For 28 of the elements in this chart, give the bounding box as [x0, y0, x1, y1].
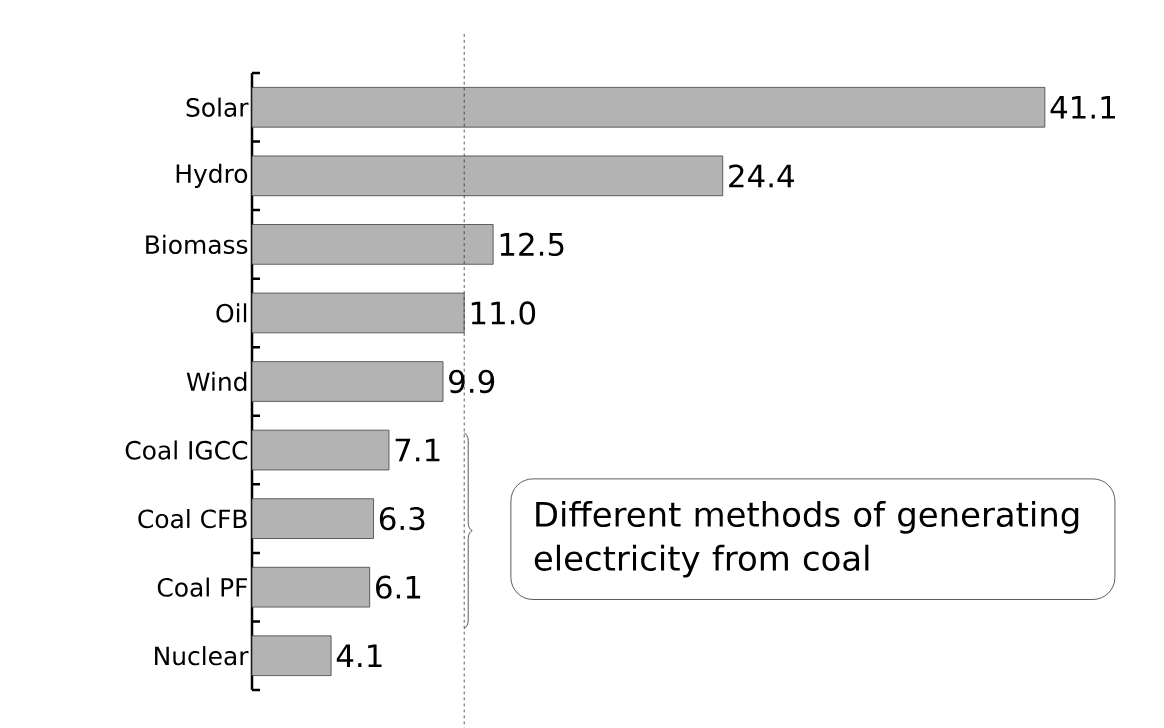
bar [251, 429, 390, 471]
data-label: 4.1 [336, 644, 382, 667]
y-tick-label: Coal PF [157, 577, 248, 597]
y-tick-label: Biomass [146, 234, 248, 255]
data-label: 24.4 [729, 164, 794, 188]
bar [251, 155, 724, 197]
y-tick-label: Coal IGCC [125, 440, 248, 460]
data-label: 6.1 [376, 575, 421, 599]
y-tick-label: Oil [216, 303, 247, 323]
data-label: 9.9 [449, 369, 495, 394]
y-tick-label: Coal CFB [138, 508, 247, 529]
y-tick-label: Solar [186, 97, 249, 117]
data-label: 12.5 [500, 232, 564, 257]
annotation: Different methods of generating electricity from coal [534, 500, 1079, 578]
bar [251, 224, 494, 265]
bar [251, 361, 444, 402]
bar [251, 498, 374, 539]
y-tick-label: Nuclear [155, 646, 249, 666]
bar [251, 635, 332, 677]
data-label: 7.1 [395, 438, 440, 462]
data-label: 6.3 [379, 506, 425, 531]
data-label: 41.1 [1050, 96, 1115, 119]
data-label: 11.0 [471, 301, 536, 325]
y-tick-label: Wind [186, 371, 247, 392]
bar [251, 87, 1046, 128]
bar [251, 292, 465, 334]
y-tick-label: Hydro [176, 163, 248, 188]
bar [251, 566, 371, 608]
